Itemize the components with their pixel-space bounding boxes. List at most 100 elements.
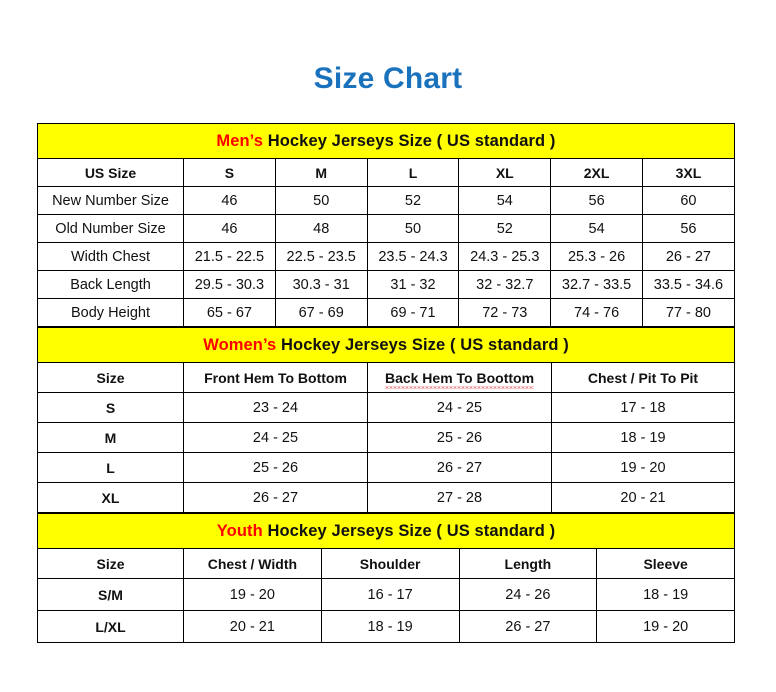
- table-cell: 18 - 19: [320, 610, 460, 643]
- womens-header-cell-misspelled: Back Hem To Boottom: [367, 362, 552, 393]
- table-cell: 19 - 20: [551, 452, 735, 483]
- table-row: S/M 19 - 20 16 - 17 24 - 26 18 - 19: [37, 578, 736, 611]
- table-row: New Number Size 46 50 52 54 56 60: [37, 186, 735, 215]
- mens-header-cell: 2XL: [550, 158, 643, 187]
- youth-section-band: Youth Hockey Jerseys Size ( US standard …: [36, 513, 736, 549]
- youth-header-cell: Sleeve: [596, 548, 736, 579]
- table-cell: 31 - 32: [366, 270, 460, 299]
- table-row: Back Length 29.5 - 30.3 30.3 - 31 31 - 3…: [37, 270, 735, 299]
- table-cell: 27 - 28: [367, 482, 552, 513]
- mens-band-rest: Hockey Jerseys Size ( US standard ): [263, 131, 556, 150]
- table-cell: 24 - 25: [367, 392, 552, 423]
- table-cell: 69 - 71: [366, 298, 460, 327]
- womens-section-band: Women’s Hockey Jerseys Size ( US standar…: [37, 327, 735, 363]
- table-cell: 77 - 80: [641, 298, 735, 327]
- womens-header-cell: Chest / Pit To Pit: [551, 362, 735, 393]
- table-cell: 25 - 26: [183, 452, 368, 483]
- table-cell: 56: [641, 214, 735, 243]
- mens-header-cell: US Size: [37, 158, 184, 187]
- table-cell: 56: [550, 186, 643, 215]
- table-cell: 24 - 26: [458, 578, 598, 611]
- table-cell: 20 - 21: [183, 610, 322, 643]
- table-cell: 50: [366, 214, 460, 243]
- youth-header-row: Size Chest / Width Shoulder Length Sleev…: [37, 548, 736, 579]
- mens-section-band: Men’s Hockey Jerseys Size ( US standard …: [37, 123, 735, 159]
- mens-band-accent: Men’s: [216, 131, 264, 150]
- mens-band-row: Men’s Hockey Jerseys Size ( US standard …: [37, 123, 735, 159]
- womens-band-accent: Women’s: [203, 335, 277, 354]
- table-row: Body Height 65 - 67 67 - 69 69 - 71 72 -…: [37, 298, 735, 327]
- youth-header-cell: Chest / Width: [183, 548, 322, 579]
- mens-header-cell: XL: [458, 158, 552, 187]
- table-cell: 54: [458, 186, 552, 215]
- table-row: S 23 - 24 24 - 25 17 - 18: [37, 392, 735, 423]
- table-cell: 21.5 - 22.5: [183, 242, 276, 271]
- table-cell: 17 - 18: [551, 392, 735, 423]
- table-cell: 30.3 - 31: [274, 270, 368, 299]
- youth-size-table: Youth Hockey Jerseys Size ( US standard …: [36, 513, 736, 643]
- table-cell: 60: [641, 186, 735, 215]
- page-title: Size Chart: [313, 62, 463, 95]
- table-cell: 33.5 - 34.6: [641, 270, 735, 299]
- table-cell: 29.5 - 30.3: [183, 270, 276, 299]
- row-label: XL: [37, 482, 184, 513]
- table-cell: 74 - 76: [550, 298, 643, 327]
- table-cell: 23.5 - 24.3: [366, 242, 460, 271]
- table-cell: 18 - 19: [551, 422, 735, 453]
- table-cell: 26 - 27: [458, 610, 598, 643]
- youth-header-cell: Length: [458, 548, 598, 579]
- mens-header-cell: M: [274, 158, 368, 187]
- table-cell: 32.7 - 33.5: [550, 270, 643, 299]
- table-cell: 48: [274, 214, 368, 243]
- table-cell: 16 - 17: [320, 578, 460, 611]
- table-cell: 52: [458, 214, 552, 243]
- table-cell: 24.3 - 25.3: [458, 242, 552, 271]
- youth-band-rest: Hockey Jerseys Size ( US standard ): [262, 521, 556, 540]
- table-cell: 26 - 27: [367, 452, 552, 483]
- table-cell: 26 - 27: [641, 242, 735, 271]
- row-label: S/M: [37, 578, 184, 611]
- mens-header-cell: L: [366, 158, 460, 187]
- size-chart-tables: Men’s Hockey Jerseys Size ( US standard …: [36, 123, 736, 643]
- table-row: L/XL 20 - 21 18 - 19 26 - 27 19 - 20: [37, 610, 736, 643]
- table-cell: 20 - 21: [551, 482, 735, 513]
- table-cell: 18 - 19: [596, 578, 736, 611]
- table-cell: 23 - 24: [183, 392, 368, 423]
- row-label: Back Length: [37, 270, 184, 299]
- row-label: Width Chest: [37, 242, 184, 271]
- table-cell: 54: [550, 214, 643, 243]
- womens-band-rest: Hockey Jerseys Size ( US standard ): [276, 335, 569, 354]
- mens-header-row: US Size S M L XL 2XL 3XL: [37, 158, 735, 187]
- mens-header-cell: 3XL: [641, 158, 735, 187]
- table-cell: 24 - 25: [183, 422, 368, 453]
- table-cell: 67 - 69: [274, 298, 368, 327]
- youth-header-cell: Shoulder: [320, 548, 460, 579]
- table-row: XL 26 - 27 27 - 28 20 - 21: [37, 482, 735, 513]
- table-row: Width Chest 21.5 - 22.5 22.5 - 23.5 23.5…: [37, 242, 735, 271]
- row-label: M: [37, 422, 184, 453]
- womens-band-row: Women’s Hockey Jerseys Size ( US standar…: [37, 327, 735, 363]
- row-label: L/XL: [37, 610, 184, 643]
- table-cell: 50: [274, 186, 368, 215]
- table-cell: 19 - 20: [596, 610, 736, 643]
- row-label: New Number Size: [37, 186, 184, 215]
- table-row: L 25 - 26 26 - 27 19 - 20: [37, 452, 735, 483]
- table-cell: 19 - 20: [183, 578, 322, 611]
- spellcheck-underline: Back Hem To Boottom: [384, 369, 535, 389]
- table-cell: 52: [366, 186, 460, 215]
- mens-header-cell: S: [183, 158, 276, 187]
- table-cell: 46: [183, 186, 276, 215]
- table-cell: 26 - 27: [183, 482, 368, 513]
- table-row: M 24 - 25 25 - 26 18 - 19: [37, 422, 735, 453]
- table-cell: 65 - 67: [183, 298, 276, 327]
- table-cell: 32 - 32.7: [458, 270, 552, 299]
- womens-size-table: Women’s Hockey Jerseys Size ( US standar…: [37, 327, 735, 513]
- womens-header-cell: Size: [37, 362, 184, 393]
- table-cell: 25 - 26: [367, 422, 552, 453]
- row-label: S: [37, 392, 184, 423]
- mens-size-table: Men’s Hockey Jerseys Size ( US standard …: [37, 123, 735, 327]
- table-cell: 46: [183, 214, 276, 243]
- womens-header-row: Size Front Hem To Bottom Back Hem To Boo…: [37, 362, 735, 393]
- row-label: L: [37, 452, 184, 483]
